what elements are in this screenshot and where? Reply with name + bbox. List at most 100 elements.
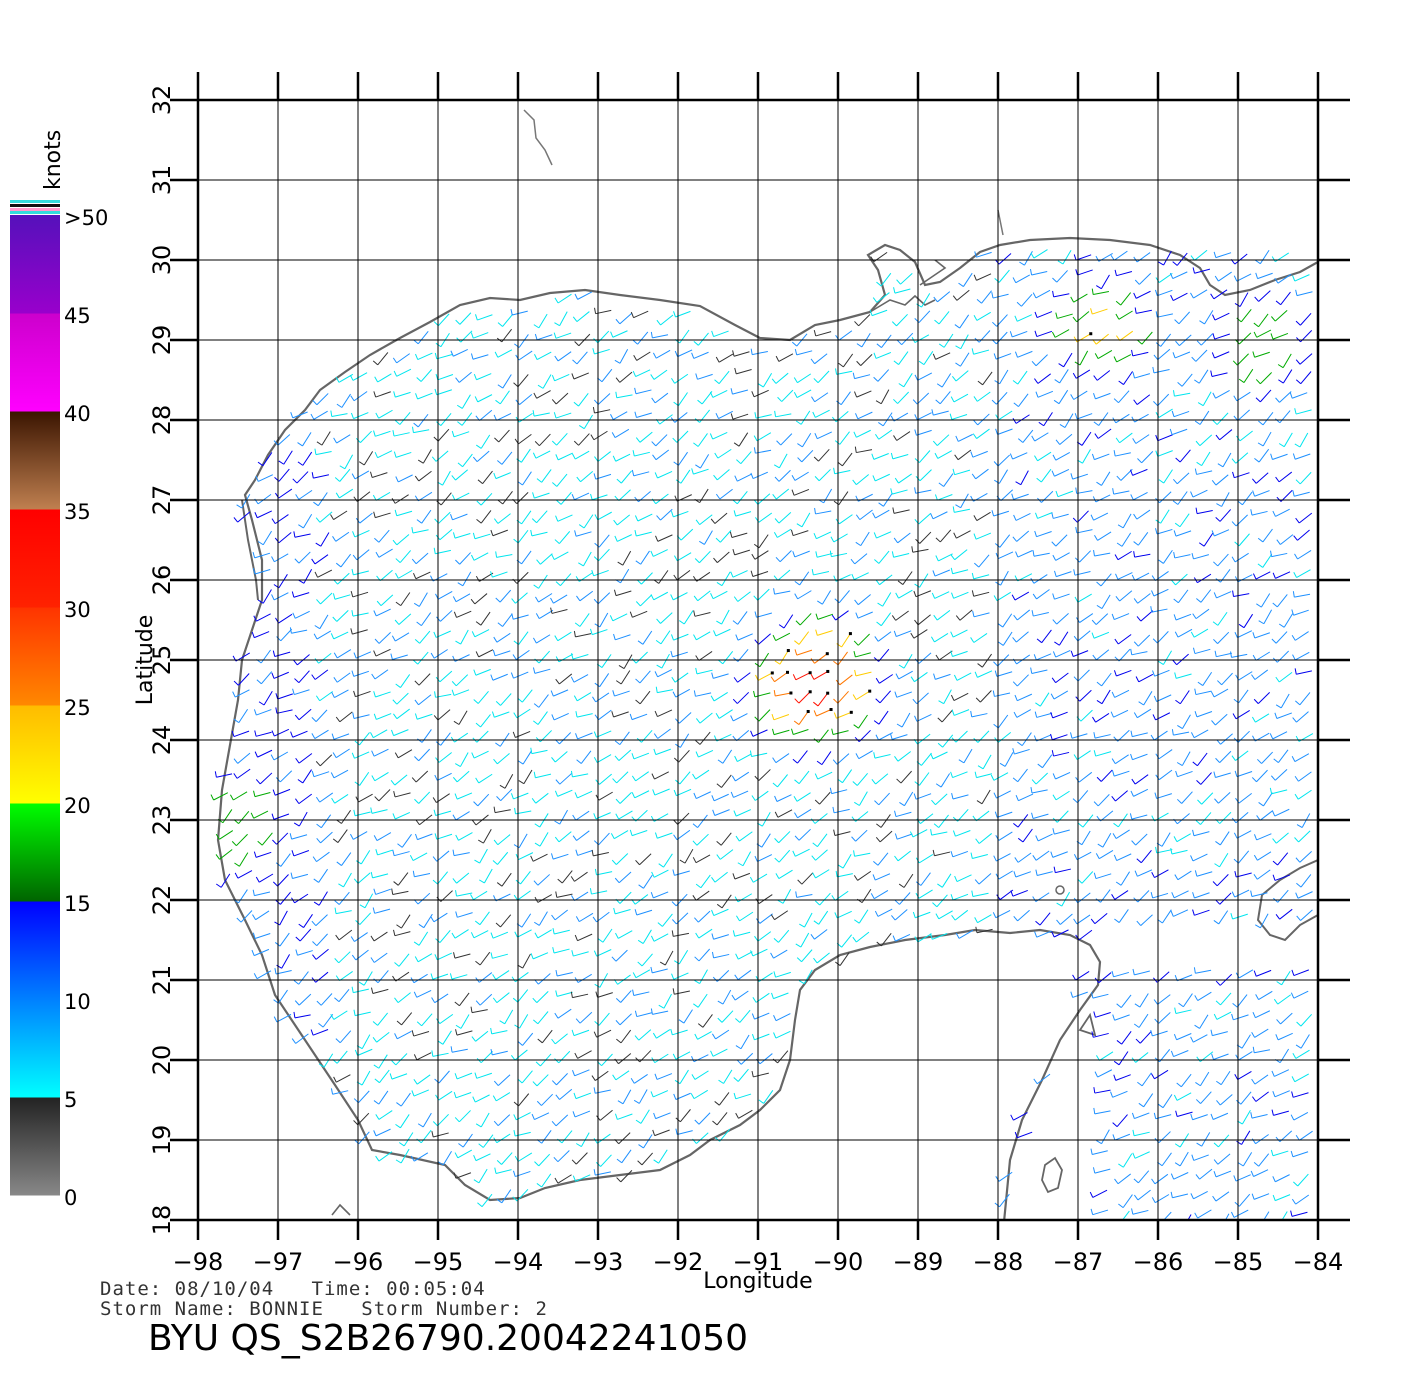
wind-barb-flag <box>334 907 337 914</box>
wind-barb-flag <box>814 476 820 482</box>
wind-barb-flag <box>1253 970 1257 977</box>
wind-barb-flag <box>1055 312 1058 319</box>
wind-barb <box>361 1070 371 1086</box>
wind-barb <box>1193 1154 1209 1161</box>
wind-barb-flag <box>773 937 779 943</box>
wind-barb-flag <box>351 610 354 617</box>
wind-barb <box>976 773 993 779</box>
wind-barb-flag <box>452 849 455 856</box>
wind-barb <box>454 953 471 959</box>
wind-barb <box>360 430 372 444</box>
wind-barb-flag <box>1150 734 1155 741</box>
wind-barb-flag <box>1275 1034 1279 1041</box>
wind-barb <box>817 613 834 620</box>
wind-barb-flag <box>291 591 295 598</box>
wind-barb-flag <box>1133 641 1139 647</box>
wind-barb-flag <box>273 1016 278 1023</box>
wind-barb-flag <box>413 602 420 607</box>
wind-barb-flag <box>795 943 802 948</box>
wind-barb-flag <box>1192 909 1195 916</box>
wind-barb <box>1073 650 1089 657</box>
wind-barb-flag <box>470 332 474 339</box>
wind-barb-flag <box>350 590 354 598</box>
wind-barb-flag <box>735 634 739 641</box>
wind-barb <box>499 390 510 405</box>
wind-barb-flag <box>1052 290 1055 297</box>
lat-lon-grid <box>196 98 1320 1222</box>
wind-barb-flag <box>1212 1195 1217 1202</box>
wind-barb <box>737 672 751 683</box>
wind-barb <box>359 512 373 524</box>
wind-barb-flag <box>773 971 777 978</box>
wind-barb <box>1158 1131 1171 1144</box>
wind-barb-flag <box>555 969 558 977</box>
wind-barb <box>918 512 932 525</box>
wind-barb <box>298 793 313 805</box>
wind-barb <box>880 814 891 828</box>
wind-barb <box>1074 571 1091 576</box>
wind-barb <box>916 713 932 722</box>
wind-barb-flag <box>534 842 541 847</box>
wind-barb-flag <box>1251 1031 1256 1038</box>
wind-barb-flag <box>1013 514 1017 521</box>
wind-barb-flag <box>593 950 598 957</box>
wind-barb-flag <box>932 570 936 577</box>
wind-barb-flag <box>711 672 714 679</box>
wind-barb-flag <box>496 796 502 802</box>
wind-barb <box>699 712 713 724</box>
wind-barb-flag <box>772 757 777 763</box>
wind-barb <box>775 971 791 978</box>
wind-barb-flag <box>613 519 618 526</box>
wind-barb <box>759 1053 773 1065</box>
wind-barb <box>1120 994 1132 1008</box>
wind-barb <box>1176 472 1190 485</box>
wind-barb <box>779 550 792 563</box>
wind-barb-flag <box>557 878 563 884</box>
wind-barb-flag <box>1011 594 1016 601</box>
wind-barb-flag <box>1052 794 1057 801</box>
wind-barb <box>596 871 613 876</box>
wind-barb <box>1132 753 1148 761</box>
wind-barb-flag <box>694 979 700 984</box>
rain-flag <box>1089 332 1093 336</box>
wind-barb-flag <box>493 1120 499 1126</box>
wind-barb <box>557 452 573 461</box>
wind-barb-flag <box>951 793 954 800</box>
wind-barb-flag <box>457 462 463 468</box>
wind-barb <box>333 631 349 640</box>
wind-barb-flag <box>1052 593 1055 600</box>
wind-barb <box>1013 493 1029 500</box>
wind-barb-flag <box>975 697 981 703</box>
wind-barb-flag <box>952 468 956 475</box>
wind-barb <box>1255 713 1270 723</box>
wind-barb-flag <box>1211 530 1215 537</box>
wind-barb <box>617 534 632 542</box>
wind-barb-flag <box>593 1169 596 1176</box>
wind-barb <box>1020 470 1029 485</box>
wind-barb-flag <box>353 809 356 816</box>
wind-barb <box>320 993 333 1006</box>
wind-barb <box>416 713 433 720</box>
wind-barb-flag <box>594 456 599 462</box>
wind-barb-flag <box>792 674 797 681</box>
wind-barb-flag <box>272 881 278 887</box>
wind-barb-flag <box>854 599 859 605</box>
wind-barb-flag <box>1051 512 1054 519</box>
wind-barb <box>1033 612 1049 617</box>
wind-barb <box>577 933 593 942</box>
wind-barb <box>936 894 948 908</box>
wind-barb-flag <box>1292 490 1295 497</box>
wind-barb-flag <box>1270 1149 1274 1156</box>
wind-barb <box>739 1009 751 1023</box>
wind-barb-flag <box>554 322 560 327</box>
wind-barb-flag <box>811 568 814 576</box>
wind-barb-flag <box>1093 375 1098 381</box>
wind-barb <box>1094 1089 1111 1094</box>
wind-barb-flag <box>1292 654 1296 661</box>
wind-barb <box>316 630 332 640</box>
wind-barb-flag <box>832 806 835 813</box>
wind-barb-flag <box>697 399 703 405</box>
wind-barb-flag <box>1175 699 1181 705</box>
wind-barb <box>1137 593 1151 604</box>
wind-barb-flag <box>758 1099 764 1104</box>
